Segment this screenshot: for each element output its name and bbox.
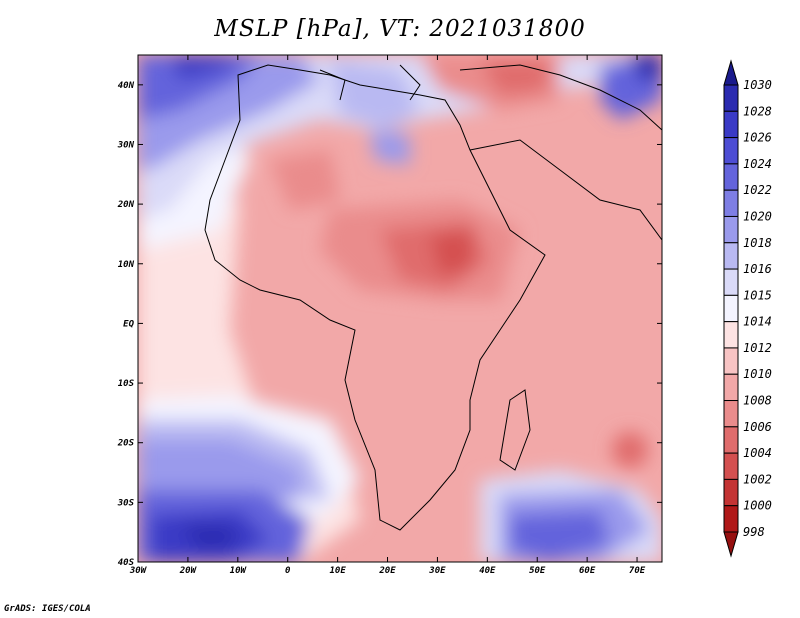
pressure-field xyxy=(138,55,662,562)
colorbar-level-label: 1026 xyxy=(743,131,772,145)
colorbar-level-label: 1028 xyxy=(743,104,772,118)
lat-tick-label: 30S xyxy=(117,498,135,508)
lon-tick-label: 50E xyxy=(529,566,546,576)
lon-tick-label: 10E xyxy=(329,566,346,576)
colorbar-level-label: 1024 xyxy=(743,157,772,171)
lat-tick-label: 20N xyxy=(117,200,135,210)
colorbar-level-label: 1030 xyxy=(743,78,772,92)
lon-tick-label: 20W xyxy=(179,566,198,576)
colorbar-level-label: 998 xyxy=(743,525,765,539)
map-frame xyxy=(137,54,663,563)
colorbar-swatch xyxy=(723,268,739,296)
colorbar-level-label: 1002 xyxy=(743,472,772,486)
colorbar-swatch xyxy=(723,84,739,112)
lon-tick-label: 40E xyxy=(479,566,496,576)
colorbar-level-label: 1012 xyxy=(743,341,772,355)
lon-tick-label: 60E xyxy=(579,566,596,576)
coastlines xyxy=(204,64,662,531)
colorbar-swatch xyxy=(723,242,739,270)
lat-tick-label: 30N xyxy=(117,140,135,150)
colorbar-level-label: 1006 xyxy=(743,420,772,434)
colorbar-level-label: 1014 xyxy=(743,315,772,329)
colorbar-swatch xyxy=(723,110,739,139)
colorbar-level-label: 1018 xyxy=(743,236,772,250)
colorbar-swatch xyxy=(723,137,739,165)
lon-tick-label: 30E xyxy=(428,566,446,576)
colorbar-level-label: 1022 xyxy=(743,183,772,197)
colorbar-swatch xyxy=(723,478,739,507)
grads-credit: GrADS: IGES/COLA xyxy=(4,604,91,614)
colorbar-swatch xyxy=(723,163,739,191)
lon-tick-label: 70E xyxy=(629,566,646,576)
colorbar-swatch xyxy=(723,452,739,480)
colorbar-top-arrow xyxy=(723,59,739,86)
lat-tick-label: 10S xyxy=(118,379,135,389)
lat-tick-label: 40S xyxy=(118,558,135,568)
lon-tick-label: 0 xyxy=(285,566,291,576)
colorbar-level-label: 1004 xyxy=(743,446,772,460)
colorbar-level-label: 1010 xyxy=(743,367,772,381)
lon-tick-label: 20E xyxy=(378,566,396,576)
colorbar-swatch xyxy=(723,373,739,402)
lat-tick-label: 40N xyxy=(118,81,135,91)
lat-tick-label: 10N xyxy=(118,260,135,270)
colorbar: 1030 1028 1026 1024 1022 1020 1018 1016 1015 1014… xyxy=(723,59,772,558)
longitude-axis: 30W 20W 10W 0 10E 20E 30E 40E 50E 60E 70E xyxy=(129,55,646,576)
colorbar-level-label: 1000 xyxy=(743,499,772,513)
chart-title: MSLP [hPa], VT: 2021031800 xyxy=(214,16,586,42)
colorbar-swatch xyxy=(723,347,739,375)
colorbar-swatch xyxy=(723,215,739,244)
lon-tick-label: 10W xyxy=(230,566,248,576)
colorbar-level-label: 1020 xyxy=(743,209,772,223)
latitude-axis: 40N 30N 20N 10N EQ 10S 20S 30S 40S xyxy=(117,81,662,568)
lat-tick-label: EQ xyxy=(123,319,134,329)
colorbar-level-label: 1008 xyxy=(743,394,772,408)
colorbar-swatch xyxy=(723,426,739,454)
colorbar-swatch xyxy=(723,321,739,349)
colorbar-swatch xyxy=(723,189,739,217)
colorbar-level-label: 1015 xyxy=(743,288,772,302)
colorbar-swatch xyxy=(723,294,739,323)
colorbar-swatch xyxy=(723,400,739,428)
lon-tick-label: 30W xyxy=(129,566,148,576)
colorbar-bottom-arrow xyxy=(723,531,739,558)
colorbar-swatch xyxy=(723,505,739,533)
colorbar-level-label: 1016 xyxy=(743,262,772,276)
lat-tick-label: 20S xyxy=(117,439,135,449)
